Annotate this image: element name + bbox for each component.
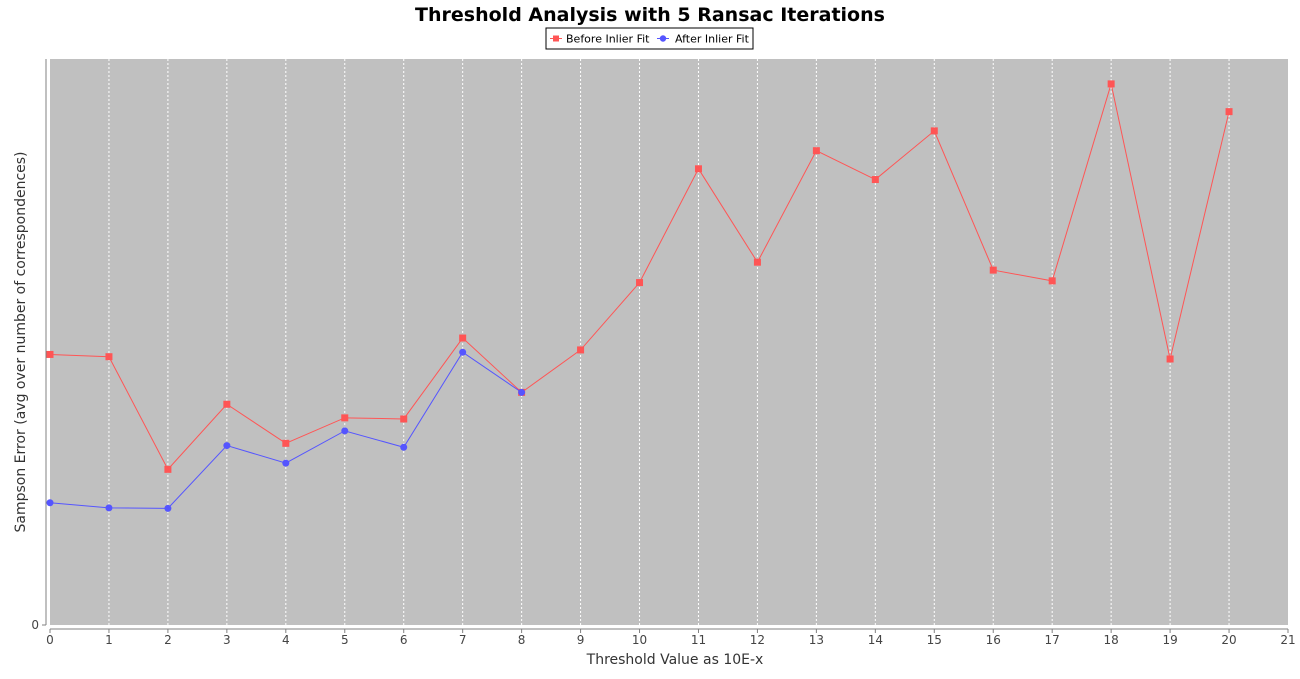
x-tick-label: 9 (577, 633, 585, 647)
data-point-before-inlier-fit (1048, 277, 1056, 285)
data-point-after-inlier-fit (105, 504, 113, 512)
x-tick-label: 0 (46, 633, 54, 647)
data-point-before-inlier-fit (400, 415, 408, 423)
data-point-after-inlier-fit (46, 499, 54, 507)
x-tick-label: 16 (986, 633, 1001, 647)
y-axis-label: Sampson Error (avg over number of corres… (13, 151, 29, 532)
x-tick-label: 21 (1280, 633, 1295, 647)
data-point-before-inlier-fit (930, 127, 938, 135)
x-tick-label: 1 (105, 633, 113, 647)
legend-label-after: After Inlier Fit (675, 33, 750, 46)
data-point-before-inlier-fit (459, 334, 467, 342)
x-axis-label: Threshold Value as 10E-x (586, 652, 764, 668)
data-point-after-inlier-fit (223, 442, 231, 450)
data-point-before-inlier-fit (164, 465, 172, 473)
x-tick-label: 18 (1104, 633, 1119, 647)
data-point-after-inlier-fit (341, 427, 349, 435)
data-point-before-inlier-fit (577, 346, 585, 354)
x-tick-label: 3 (223, 633, 231, 647)
x-tick-label: 5 (341, 633, 349, 647)
data-point-after-inlier-fit (459, 348, 467, 356)
y-ticks: 0 (31, 618, 46, 632)
legend-box (545, 27, 754, 50)
data-point-before-inlier-fit (1166, 355, 1174, 363)
data-point-before-inlier-fit (282, 439, 290, 447)
chart-title: Threshold Analysis with 5 Ransac Iterati… (415, 4, 885, 26)
y-tick-label: 0 (31, 618, 39, 632)
legend-swatch-before-marker (553, 35, 559, 42)
x-tick-label: 7 (459, 633, 467, 647)
data-point-before-inlier-fit (989, 266, 997, 274)
data-point-after-inlier-fit (282, 459, 290, 467)
x-tick-label: 17 (1045, 633, 1060, 647)
legend: Before Inlier Fit After Inlier Fit (545, 27, 754, 50)
data-point-before-inlier-fit (105, 353, 113, 361)
data-point-before-inlier-fit (871, 176, 879, 184)
data-point-before-inlier-fit (753, 258, 761, 266)
data-point-after-inlier-fit (518, 388, 526, 396)
x-tick-label: 10 (632, 633, 647, 647)
data-point-before-inlier-fit (46, 350, 54, 358)
x-tick-label: 8 (518, 633, 526, 647)
plot-area (50, 59, 1288, 625)
data-point-before-inlier-fit (1107, 80, 1115, 88)
x-tick-label: 11 (691, 633, 706, 647)
data-point-before-inlier-fit (694, 165, 702, 173)
x-tick-label: 20 (1221, 633, 1236, 647)
x-ticks: 0 1 2 3 4 5 6 7 8 9 10 11 12 13 14 15 16 17 18 19 20 21 (46, 629, 1296, 647)
x-tick-label: 19 (1162, 633, 1177, 647)
data-point-before-inlier-fit (636, 279, 644, 287)
data-point-after-inlier-fit (400, 443, 408, 451)
legend-label-before: Before Inlier Fit (566, 33, 650, 46)
data-point-before-inlier-fit (812, 147, 820, 155)
x-tick-label: 15 (927, 633, 942, 647)
data-point-before-inlier-fit (341, 414, 349, 422)
x-tick-label: 13 (809, 633, 824, 647)
x-tick-label: 12 (750, 633, 765, 647)
data-point-after-inlier-fit (164, 504, 172, 512)
x-tick-label: 6 (400, 633, 408, 647)
x-tick-label: 2 (164, 633, 172, 647)
series-layer (46, 80, 1233, 512)
x-tick-label: 14 (868, 633, 883, 647)
data-point-before-inlier-fit (223, 400, 231, 408)
data-point-before-inlier-fit (1225, 108, 1233, 116)
legend-swatch-after-marker (659, 35, 667, 42)
x-tick-label: 4 (282, 633, 290, 647)
